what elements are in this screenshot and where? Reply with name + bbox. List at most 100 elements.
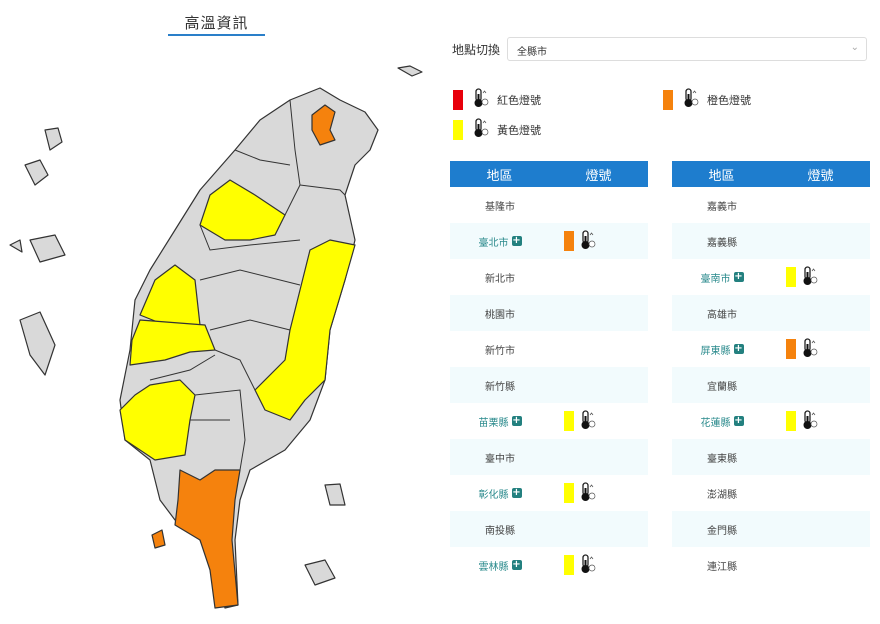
island-orchid[interactable]: [304, 559, 336, 586]
region-name[interactable]: 彰化縣 +: [450, 486, 550, 501]
region-label[interactable]: 屏東縣: [700, 345, 731, 357]
expand-plus-icon[interactable]: +: [733, 343, 744, 354]
region-label: 南投縣: [485, 525, 515, 537]
region-label[interactable]: 臺南市: [700, 273, 731, 285]
orange-swatch: [663, 89, 673, 110]
orange-swatch: [786, 339, 796, 359]
expand-plus-icon[interactable]: +: [511, 559, 522, 570]
region-name[interactable]: 臺北市 +: [450, 234, 550, 249]
county-border: [194, 389, 246, 471]
thermometer-icon: [580, 553, 604, 577]
county-tainan[interactable]: [119, 379, 196, 461]
region-name: 臺東縣: [672, 450, 772, 465]
table-row: 宜蘭縣: [672, 367, 870, 403]
region-name: 新竹縣: [450, 378, 550, 393]
expand-plus-icon[interactable]: +: [733, 271, 744, 282]
island-green[interactable]: [324, 483, 346, 506]
county-border: [214, 349, 256, 391]
island-penghu-4[interactable]: [29, 234, 66, 263]
region-table-left: 地區 燈號 基隆市 臺北市 + 新北市 桃園市 新竹市 新竹縣 苗栗縣 + 臺中市 彰化縣 + 南投縣 雲林縣…: [450, 161, 648, 583]
thermometer-1-icon: [473, 118, 497, 141]
table-header: 地區 燈號: [672, 161, 870, 187]
region-name: 臺中市: [450, 450, 550, 465]
table-row: 雲林縣 +: [450, 547, 648, 583]
signal-cell: [550, 229, 604, 253]
region-name[interactable]: 臺南市 +: [672, 270, 772, 285]
region-label: 嘉義縣: [707, 237, 737, 249]
table-row: 澎湖縣: [672, 475, 870, 511]
page-title: 高溫資訊: [184, 14, 249, 32]
county-border: [199, 224, 301, 251]
island-xiaoliuqiu[interactable]: [151, 529, 166, 549]
legend-red: 紅色燈號: [453, 88, 541, 111]
expand-plus-icon[interactable]: +: [511, 415, 522, 426]
island-penghu-2[interactable]: [24, 159, 49, 186]
table-row: 嘉義縣: [672, 223, 870, 259]
region-label: 新竹縣: [485, 381, 515, 393]
thermometer-2-icon: [683, 88, 707, 111]
island-guishan[interactable]: [397, 65, 423, 77]
thermometer-icon: [802, 265, 826, 289]
table-row: 花蓮縣 +: [672, 403, 870, 439]
county-hualien[interactable]: [254, 239, 356, 421]
region-name: 新竹市: [450, 342, 550, 357]
table-row: 基隆市: [450, 187, 648, 223]
expand-plus-icon[interactable]: +: [733, 415, 744, 426]
island-penghu-1[interactable]: [44, 127, 63, 151]
taiwan-map[interactable]: [0, 40, 440, 624]
thermometer-icon: [802, 337, 826, 361]
region-label: 嘉義市: [707, 201, 737, 213]
signal-cell: [550, 553, 604, 577]
county-pingtung[interactable]: [174, 469, 241, 609]
yellow-swatch: [786, 411, 796, 431]
signal-cell: [550, 481, 604, 505]
region-label[interactable]: 雲林縣: [478, 561, 509, 573]
region-label: 臺東縣: [707, 453, 737, 465]
region-label: 桃園市: [485, 309, 515, 321]
table-row: 新北市: [450, 259, 648, 295]
county-taipei[interactable]: [311, 104, 336, 146]
signal-cell: [772, 337, 826, 361]
table-row: 桃園市: [450, 295, 648, 331]
region-name[interactable]: 屏東縣 +: [672, 342, 772, 357]
location-switch-label: 地點切換: [452, 43, 501, 57]
table-row: 金門縣: [672, 511, 870, 547]
yellow-swatch: [564, 555, 574, 575]
region-name[interactable]: 雲林縣 +: [450, 558, 550, 573]
region-label[interactable]: 花蓮縣: [700, 417, 731, 429]
expand-plus-icon[interactable]: +: [511, 235, 522, 246]
region-label: 金門縣: [707, 525, 737, 537]
region-name: 連江縣: [672, 558, 772, 573]
table-row: 南投縣: [450, 511, 648, 547]
region-label: 基隆市: [485, 201, 515, 213]
county-miaoli[interactable]: [199, 179, 286, 241]
region-label: 高雄市: [707, 309, 737, 321]
red-swatch: [453, 89, 463, 110]
thermometer-icon: [580, 409, 604, 433]
island-penghu-3[interactable]: [9, 239, 23, 253]
thermometer-icon: [580, 229, 604, 253]
table-row: 新竹市: [450, 331, 648, 367]
yellow-swatch: [564, 483, 574, 503]
region-name: 宜蘭縣: [672, 378, 772, 393]
location-select-value: 全縣市: [517, 47, 547, 58]
region-name: 澎湖縣: [672, 486, 772, 501]
expand-plus-icon[interactable]: +: [511, 487, 522, 498]
region-label: 宜蘭縣: [707, 381, 737, 393]
region-label[interactable]: 彰化縣: [478, 489, 509, 501]
signal-cell: [772, 265, 826, 289]
table-row: 臺中市: [450, 439, 648, 475]
island-penghu-5[interactable]: [19, 311, 56, 376]
location-select[interactable]: 全縣市 ⌄: [507, 37, 867, 61]
orange-swatch: [564, 231, 574, 251]
table-row: 新竹縣: [450, 367, 648, 403]
region-label[interactable]: 苗栗縣: [478, 417, 509, 429]
region-name[interactable]: 苗栗縣 +: [450, 414, 550, 429]
title-underline: [168, 34, 265, 36]
region-label[interactable]: 臺北市: [478, 237, 509, 249]
county-yunlin[interactable]: [129, 319, 216, 366]
table-row: 嘉義市: [672, 187, 870, 223]
legend-label: 黃色燈號: [497, 123, 541, 137]
region-name[interactable]: 花蓮縣 +: [672, 414, 772, 429]
region-name: 新北市: [450, 270, 550, 285]
